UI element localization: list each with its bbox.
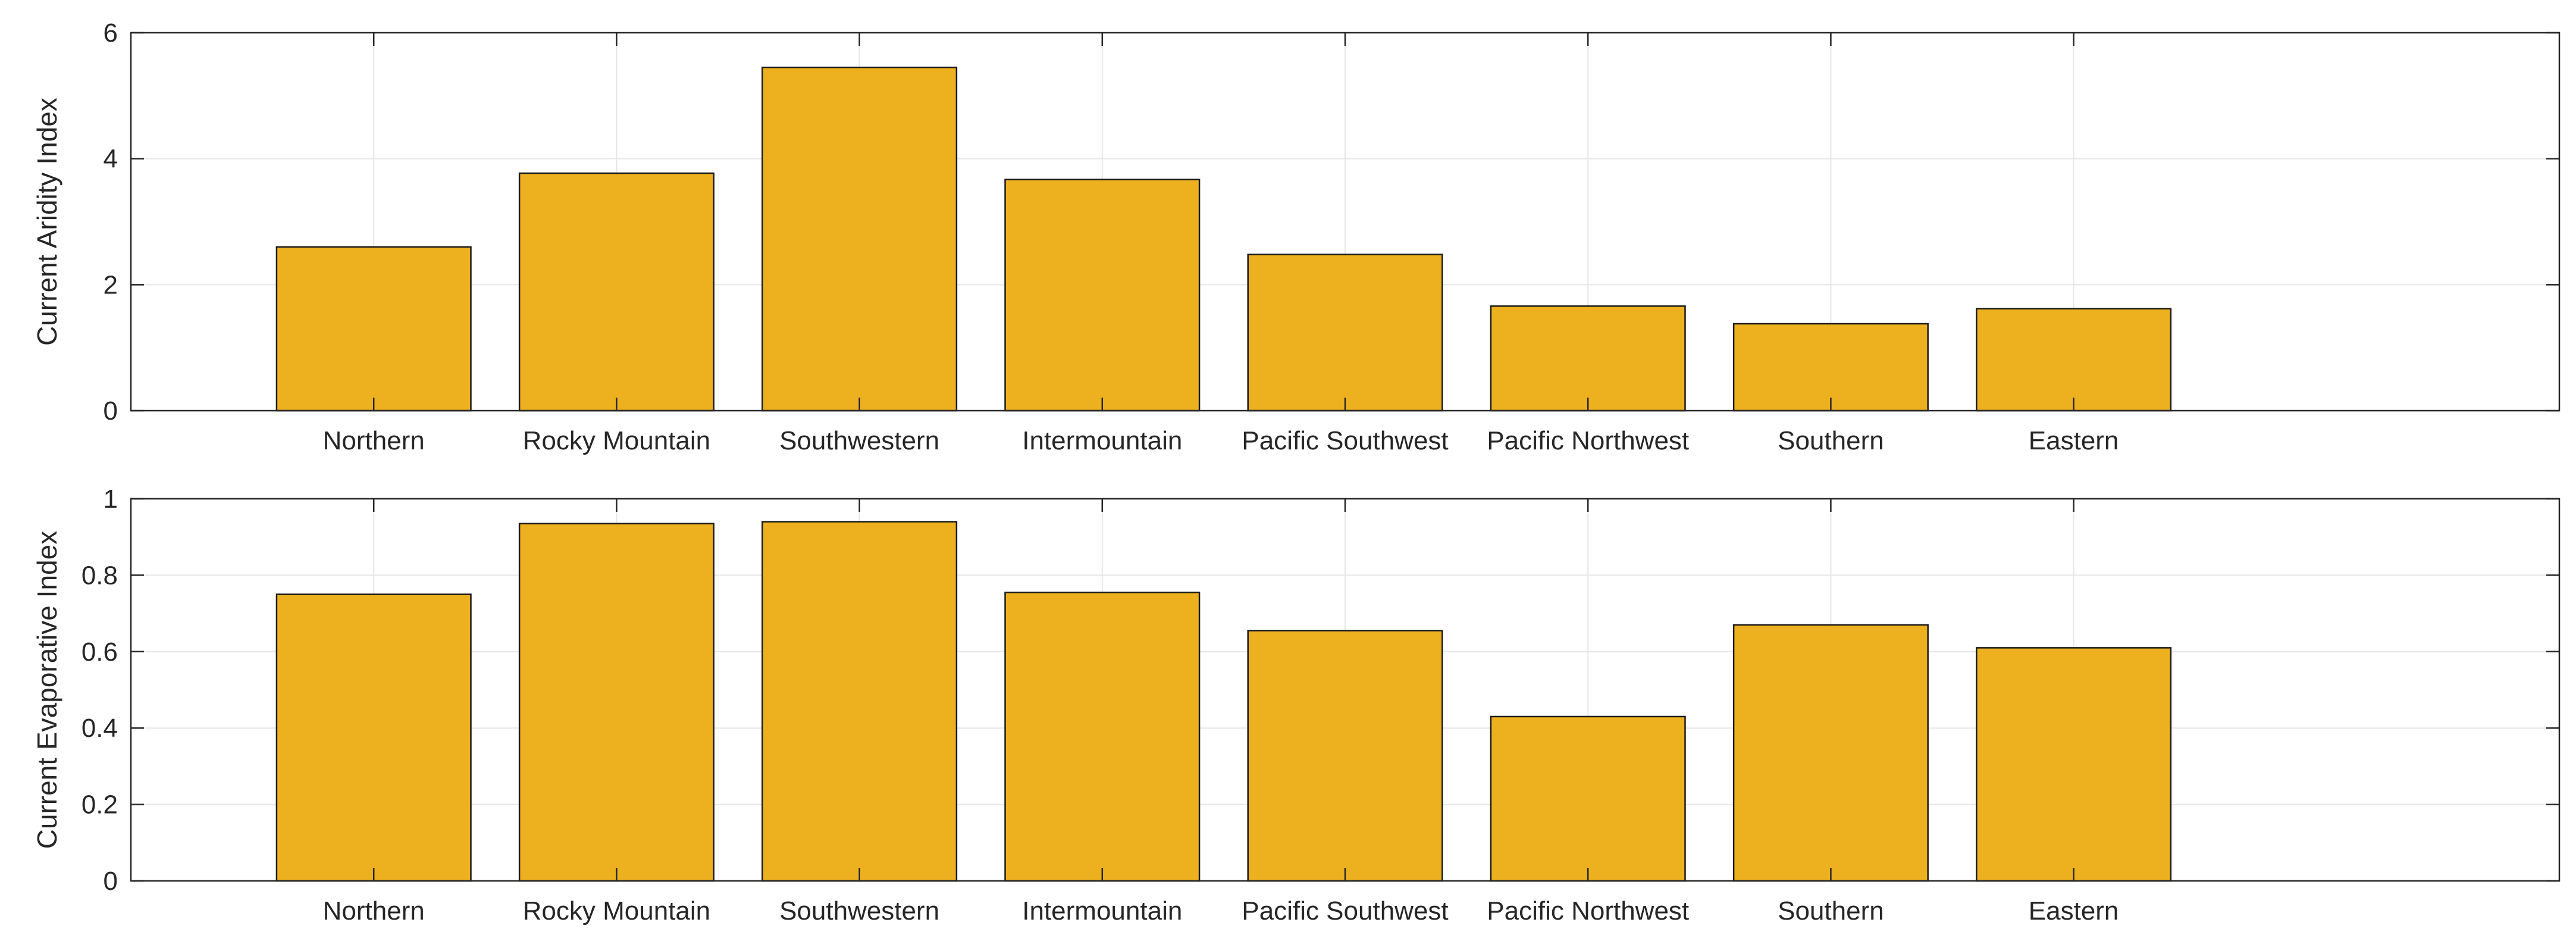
y-tick-label: 0.8 [82, 561, 118, 590]
x-tick-label: Eastern [2029, 896, 2119, 926]
x-tick-label: Northern [323, 426, 425, 455]
y-tick-label: 1 [104, 484, 118, 514]
x-tick-label: Southwestern [779, 896, 939, 926]
x-tick-label: Pacific Northwest [1487, 426, 1689, 455]
chart-panels: Northern Rocky Mountain Southwestern Interm… [32, 18, 2561, 926]
x-tick-label: Intermountain [1022, 896, 1182, 926]
bar-southwestern [761, 66, 958, 412]
y-tick-label: 0 [104, 867, 118, 896]
bar-southern [1732, 323, 1929, 412]
chart-panel-1: Northern Rocky Mountain Southwestern Interm… [32, 18, 2561, 455]
x-tick-label: Pacific Southwest [1242, 896, 1448, 926]
y-tick-label: 4 [104, 145, 118, 174]
x-tick-label: Pacific Southwest [1242, 426, 1448, 455]
bar-eastern [1976, 647, 2172, 882]
y-axis-label: Current Aridity Index [32, 98, 62, 346]
chart-panel-2: Northern Rocky Mountain Southwestern Interm… [32, 484, 2561, 926]
bar-pacific-southwest [1247, 630, 1443, 882]
bar-southwestern [761, 521, 958, 882]
y-tick-label: 0.4 [82, 714, 118, 743]
x-tick-label: Southern [1778, 896, 1884, 926]
x-tick-label: Northern [323, 896, 425, 926]
x-tick-label: Pacific Northwest [1487, 896, 1689, 926]
bar-rocky-mountain [518, 523, 714, 882]
bar-rocky-mountain [518, 172, 714, 412]
x-tick-label: Southern [1778, 426, 1884, 455]
bar-intermountain [1004, 592, 1201, 882]
bar-pacific-northwest [1490, 305, 1686, 412]
bar-eastern [1976, 308, 2172, 412]
y-tick-label: 0 [104, 396, 118, 426]
x-tick-label: Rocky Mountain [523, 426, 710, 455]
bar-southern [1732, 624, 1929, 882]
x-tick-label: Intermountain [1022, 426, 1182, 455]
y-tick-label: 2 [104, 270, 118, 299]
y-tick-label: 6 [104, 18, 118, 48]
bar-northern [275, 593, 472, 882]
bar-pacific-southwest [1247, 254, 1443, 412]
y-tick-label: 0.2 [82, 790, 118, 820]
x-tick-label: Southwestern [779, 426, 939, 455]
x-tick-label: Rocky Mountain [523, 896, 710, 926]
bar-northern [275, 246, 472, 412]
bar-pacific-northwest [1490, 715, 1686, 882]
y-axis-label: Current Evaporative Index [32, 531, 62, 849]
y-tick-label: 0.6 [82, 637, 118, 667]
x-tick-label: Eastern [2029, 426, 2119, 455]
bar-intermountain [1004, 179, 1201, 412]
